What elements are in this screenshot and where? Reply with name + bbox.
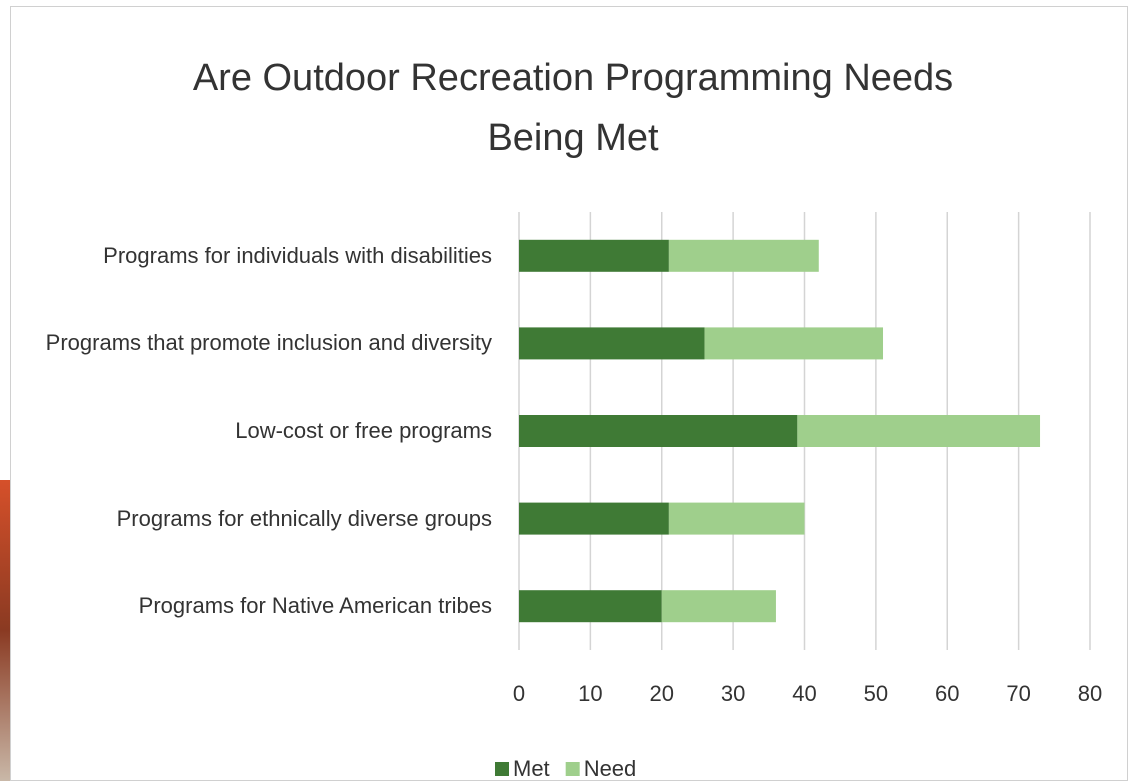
x-tick-label: 40 xyxy=(792,681,816,706)
x-tick-label: 0 xyxy=(513,681,525,706)
y-tick-label: Programs that promote inclusion and dive… xyxy=(45,330,492,356)
y-tick-label: Low-cost or free programs xyxy=(235,418,492,443)
y-tick-label: Programs for Native American tribes xyxy=(138,593,492,619)
bar xyxy=(519,590,662,623)
bar xyxy=(668,239,819,272)
legend-swatch xyxy=(495,762,509,776)
bar xyxy=(797,415,1041,447)
background-strip xyxy=(0,480,10,781)
bar xyxy=(519,415,798,447)
legend-label: Met xyxy=(513,756,550,781)
x-tick-label: 30 xyxy=(721,681,745,706)
x-tick-label: 20 xyxy=(650,681,674,706)
chart-frame xyxy=(10,6,1128,781)
bar xyxy=(661,590,776,623)
x-tick-label: 60 xyxy=(935,681,959,706)
y-tick-label: Programs for individuals with disabiliti… xyxy=(103,242,492,268)
x-tick-label: 80 xyxy=(1078,681,1102,706)
y-tick-label: Programs for ethnically diverse groups xyxy=(116,505,492,531)
legend-label: Need xyxy=(584,756,637,781)
bar xyxy=(704,327,884,360)
bar xyxy=(519,502,669,535)
x-tick-label: 70 xyxy=(1006,681,1030,706)
chart-title: Are Outdoor Recreation Programming Needs… xyxy=(192,57,954,159)
bar xyxy=(519,239,669,272)
x-tick-label: 50 xyxy=(864,681,888,706)
bar xyxy=(668,502,805,535)
x-tick-label: 10 xyxy=(578,681,602,706)
bar xyxy=(519,327,705,360)
legend-swatch xyxy=(565,762,580,776)
